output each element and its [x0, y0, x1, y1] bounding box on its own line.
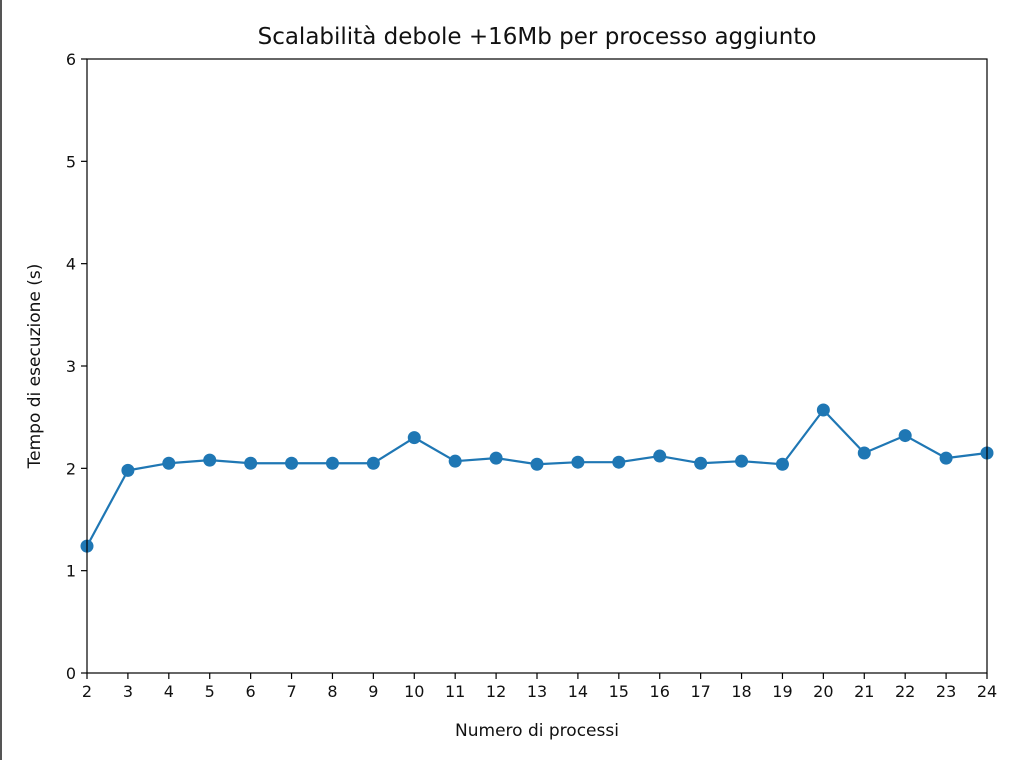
- x-tick-label: 6: [246, 682, 256, 701]
- data-point: [203, 453, 217, 467]
- data-point: [325, 456, 339, 470]
- data-point: [816, 403, 830, 417]
- data-point: [407, 431, 421, 445]
- x-tick-label: 20: [813, 682, 833, 701]
- x-tick-label: 4: [164, 682, 174, 701]
- y-axis-label: Tempo di esecuzione (s): [25, 264, 45, 470]
- chart-title: Scalabilità debole +16Mb per processo ag…: [258, 24, 817, 50]
- x-tick-label: 10: [404, 682, 424, 701]
- data-point: [857, 446, 871, 460]
- x-tick-label: 2: [82, 682, 92, 701]
- x-tick-label: 15: [609, 682, 629, 701]
- x-tick-label: 13: [527, 682, 547, 701]
- data-point: [694, 456, 708, 470]
- axes-frame: [86, 58, 988, 674]
- plot-area: 2 3 4 5 6 7 8 9 10 11 12 13 14 15 16 17 18 19 20 21 22 23 2401…: [66, 50, 997, 701]
- data-point: [571, 455, 585, 469]
- x-tick-label: 8: [327, 682, 337, 701]
- y-tick-label: 1: [66, 562, 76, 581]
- data-point: [162, 456, 176, 470]
- data-point: [366, 456, 380, 470]
- x-tick-label: 18: [731, 682, 751, 701]
- series-line: [86, 408, 988, 547]
- x-tick-label: 21: [854, 682, 874, 701]
- data-point: [898, 429, 912, 443]
- x-tick-label: 11: [445, 682, 465, 701]
- data-point: [939, 451, 953, 465]
- x-axis-label: Numero di processi: [455, 721, 619, 741]
- data-point: [735, 454, 749, 468]
- x-tick-label: 17: [690, 682, 710, 701]
- x-tick-label: 7: [286, 682, 296, 701]
- y-tick-label: 2: [66, 459, 76, 478]
- y-tick-label: 6: [66, 50, 76, 69]
- data-point: [244, 456, 258, 470]
- x-tick-label: 9: [368, 682, 378, 701]
- x-tick-label: 23: [936, 682, 956, 701]
- y-tick-label: 4: [66, 255, 76, 274]
- y-tick-label: 3: [66, 357, 76, 376]
- x-tick-label: 14: [568, 682, 588, 701]
- x-tick-label: 16: [650, 682, 670, 701]
- y-tick-label: 5: [66, 152, 76, 171]
- x-tick-label: 12: [486, 682, 506, 701]
- data-point: [489, 451, 503, 465]
- window-left-border: [0, 0, 2, 760]
- data-point: [653, 449, 667, 463]
- x-tick-label: 5: [205, 682, 215, 701]
- y-tick-label: 0: [66, 664, 76, 683]
- data-point: [530, 457, 544, 471]
- x-tick-label: 19: [772, 682, 792, 701]
- x-tick-label: 24: [977, 682, 997, 701]
- data-point: [121, 463, 135, 477]
- x-tick-label: 3: [123, 682, 133, 701]
- data-point: [285, 456, 299, 470]
- data-point: [448, 454, 462, 468]
- data-point: [775, 457, 789, 471]
- data-point: [612, 455, 626, 469]
- x-tick-label: 22: [895, 682, 915, 701]
